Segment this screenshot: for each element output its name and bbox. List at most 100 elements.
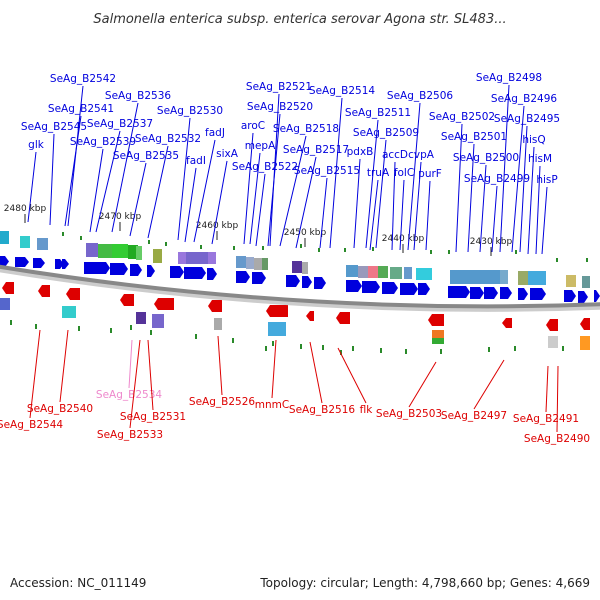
minor-tick — [440, 349, 442, 354]
gene-leader-line — [519, 125, 528, 253]
minor-tick — [148, 240, 150, 244]
minor-tick — [380, 348, 382, 353]
cog-color-box — [416, 268, 432, 280]
gene-leader-line — [511, 105, 525, 253]
minor-tick — [262, 246, 264, 250]
gene-leader-line — [64, 115, 82, 227]
gene-leader-line — [111, 102, 139, 233]
gene-label-seag-b2514: SeAg_B2514 — [309, 85, 375, 97]
gene-leader-line — [49, 133, 55, 226]
forward-gene-arrow — [470, 287, 484, 299]
gene-label-seag-b2537: SeAg_B2537 — [87, 118, 153, 130]
forward-gene-arrow — [400, 283, 418, 295]
gene-label-seag-b2498: SeAg_B2498 — [476, 72, 542, 84]
cog-color-box — [404, 267, 412, 279]
gene-label-pdxb: pdxB — [347, 146, 374, 158]
forward-gene-arrow — [15, 257, 29, 267]
reverse-gene-arrow — [154, 298, 174, 310]
cog-color-box — [528, 271, 546, 285]
gene-label-mnmc: mnmC — [255, 399, 289, 411]
minor-tick — [10, 320, 12, 325]
forward-gene-arrow — [518, 288, 528, 300]
reverse-gene-arrow — [120, 294, 134, 306]
reverse-gene-arrow — [306, 311, 314, 321]
gene-label-seag-b2495: SeAg_B2495 — [494, 113, 560, 125]
gene-label-seag-b2532: SeAg_B2532 — [135, 133, 201, 145]
gene-label-seag-b2515: SeAg_B2515 — [294, 165, 360, 177]
cog-color-box — [112, 244, 128, 258]
cog-color-box — [254, 258, 262, 270]
cog-color-box — [62, 306, 76, 318]
scale-tick-label: 2450 kbp — [284, 228, 327, 238]
minor-tick — [110, 328, 112, 333]
gene-leader-line — [407, 102, 421, 251]
cog-color-box — [214, 318, 222, 330]
reverse-gene-arrow — [66, 288, 80, 300]
gene-label-trua: truA — [367, 167, 390, 179]
gene-label-seag-b2534: SeAg_B2534 — [96, 389, 162, 401]
gene-leader-line — [473, 359, 505, 410]
gene-label-flk: flk — [360, 404, 374, 416]
gene-leader-line — [556, 365, 559, 433]
gene-label-seag-b2517: SeAg_B2517 — [283, 144, 349, 156]
minor-tick — [514, 346, 516, 351]
gene-label-seag-b2533: SeAg_B2533 — [97, 429, 163, 441]
cog-color-box — [20, 236, 30, 248]
reverse-gene-arrow — [428, 314, 444, 326]
minor-tick — [515, 250, 517, 254]
forward-gene-arrow — [252, 272, 266, 284]
gene-label-seag-b2535: SeAg_B2535 — [113, 150, 179, 162]
cog-color-box — [580, 336, 590, 350]
reverse-gene-arrow — [336, 312, 350, 324]
gene-label-seag-b2501: SeAg_B2501 — [441, 131, 507, 143]
cog-color-box — [0, 231, 9, 244]
minor-tick — [272, 341, 274, 346]
cog-color-box — [302, 262, 308, 274]
scale-tick-label: 2480 kbp — [4, 204, 47, 214]
forward-gene-arrow — [207, 268, 217, 280]
cog-color-box — [37, 238, 48, 250]
cog-color-box — [292, 261, 302, 273]
gene-leader-line — [295, 156, 317, 249]
gene-leader-line — [147, 339, 154, 411]
cog-color-box — [346, 265, 358, 277]
reverse-gene-arrow — [546, 319, 558, 331]
gene-leader-line — [177, 117, 191, 241]
cog-color-box — [268, 322, 286, 336]
reverse-gene-arrow — [266, 305, 288, 317]
cog-color-box — [390, 267, 402, 279]
backbone — [0, 264, 600, 309]
gene-leader-line — [467, 143, 475, 253]
gene-label-seag-b2503: SeAg_B2503 — [376, 408, 442, 420]
forward-gene-arrow — [33, 258, 45, 268]
scale-tick-label: 2470 kbp — [99, 212, 142, 222]
gene-leader-line — [217, 335, 223, 396]
reverse-gene-arrow — [2, 282, 14, 294]
minor-tick — [35, 324, 37, 329]
gene-label-seag-b2544: SeAg_B2544 — [0, 419, 63, 431]
forward-gene-arrow — [346, 280, 362, 292]
gene-label-folc: folC — [394, 167, 414, 179]
reverse-gene-labels: SeAg_B2540 SeAg_B2544 SeAg_B2534 SeAg_B2531… — [0, 329, 590, 445]
forward-gene-arrow — [170, 266, 184, 278]
gene-leader-line — [147, 145, 169, 239]
gene-label-mepa: mepA — [245, 140, 276, 152]
minor-tick — [300, 244, 302, 248]
scale-tick-label: 2430 kbp — [470, 237, 513, 247]
gene-leader-line — [267, 113, 281, 247]
forward-gene-arrow — [147, 265, 155, 277]
forward-gene-arrow — [55, 259, 64, 269]
gene-label-seag-b2509: SeAg_B2509 — [353, 127, 419, 139]
scale-tick-label: 2440 kbp — [382, 234, 425, 244]
gene-label-seag-b2500: SeAg_B2500 — [453, 152, 519, 164]
gene-label-seag-b2540: SeAg_B2540 — [27, 403, 93, 415]
cog-color-box — [186, 252, 208, 264]
reverse-gene-arrow — [38, 285, 50, 297]
minor-tick — [233, 246, 235, 250]
minor-tick — [556, 258, 558, 262]
gene-leader-line — [545, 365, 549, 413]
minor-tick — [405, 349, 407, 354]
gene-leader-line — [399, 179, 405, 251]
gene-label-seag-b2490: SeAg_B2490 — [524, 433, 590, 445]
